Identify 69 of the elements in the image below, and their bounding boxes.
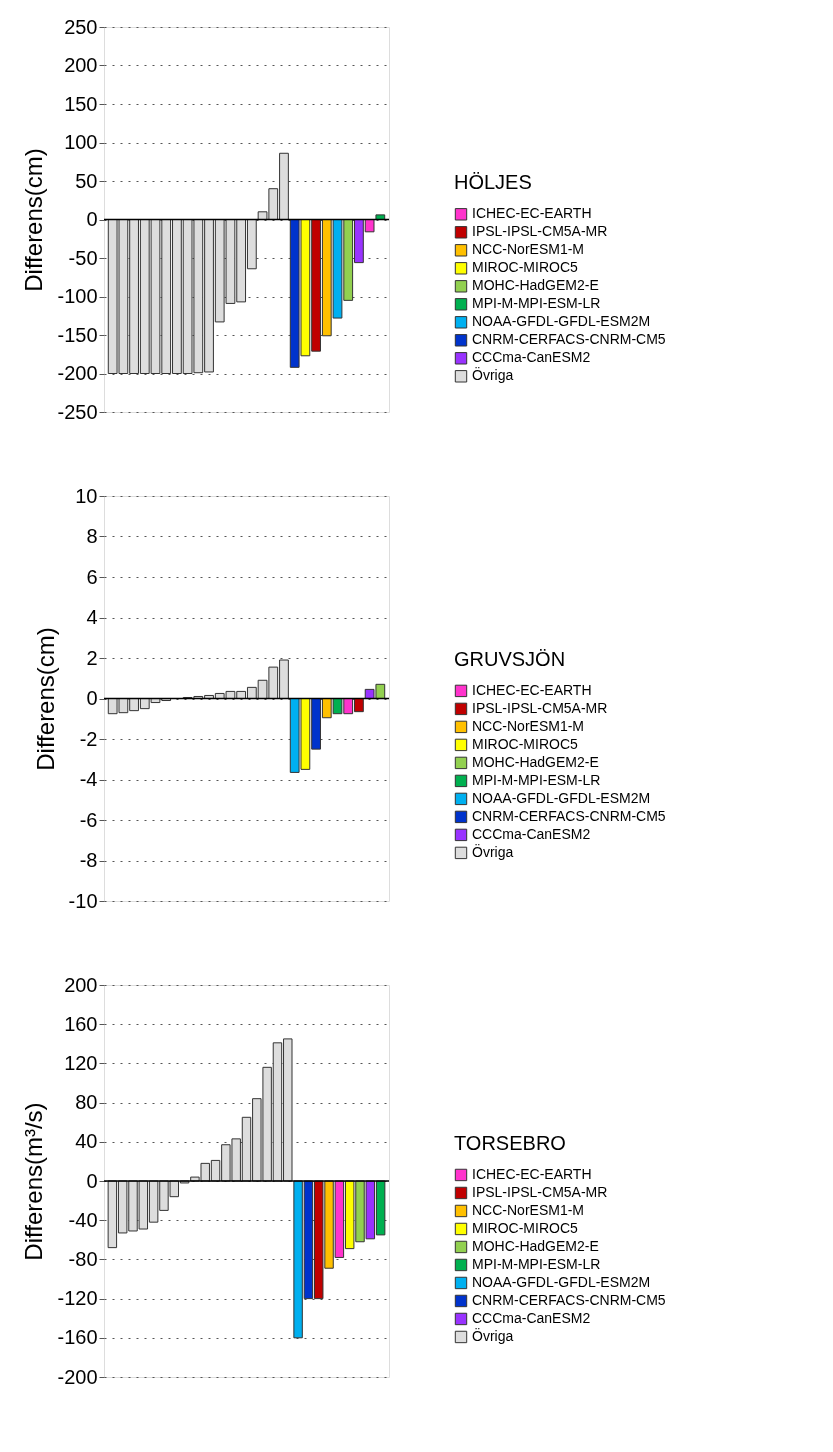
y-tick-label: -100 xyxy=(57,285,98,307)
y-tick-label: 2 xyxy=(86,646,98,669)
legend-label: IPSL-IPSL-CM5A-MR xyxy=(472,223,608,240)
y-tick-label: -4 xyxy=(79,768,98,790)
legend-label: NCC-NorESM1-M xyxy=(472,241,584,258)
y-tick-label: 80 xyxy=(75,1091,98,1114)
legend-label: Övriga xyxy=(472,366,514,384)
y-axis-title: Differens(cm) xyxy=(31,627,59,771)
legend-label: Övriga xyxy=(472,842,514,860)
legend-label: IPSL-IPSL-CM5A-MR xyxy=(472,1183,608,1200)
legend-label: CCCma-CanESM2 xyxy=(472,349,591,366)
y-tick-label: 250 xyxy=(64,15,98,38)
y-tick-label: -120 xyxy=(57,1287,98,1310)
y-tick-label: -200 xyxy=(57,362,98,384)
y-tick-label: -6 xyxy=(79,808,98,831)
y-tick-label: -160 xyxy=(57,1326,98,1349)
legend-title: GRUVSJÖN xyxy=(454,647,566,670)
legend-label: Övriga xyxy=(472,1326,514,1344)
y-tick-label: 10 xyxy=(75,484,98,507)
legend-label: IPSL-IPSL-CM5A-MR xyxy=(472,699,608,716)
legend-label: CCCma-CanESM2 xyxy=(472,825,591,842)
legend-label: NOAA-GFDL-GFDL-ESM2M xyxy=(472,789,651,806)
y-tick-label: -10 xyxy=(68,889,98,912)
y-tick-label: -2 xyxy=(79,727,98,750)
legend-label: MIROC-MIROC5 xyxy=(472,735,578,752)
y-tick-label: 50 xyxy=(75,169,98,192)
y-tick-label: -80 xyxy=(68,1247,98,1270)
legend-title: TORSEBRO xyxy=(454,1131,566,1154)
y-tick-label: 150 xyxy=(64,92,98,115)
y-tick-label: 120 xyxy=(64,1051,98,1074)
legend-label: MPI-M-MPI-ESM-LR xyxy=(472,1255,601,1272)
y-tick-label: 40 xyxy=(75,1130,98,1153)
legend-label: CCCma-CanESM2 xyxy=(472,1309,591,1326)
y-tick-label: 0 xyxy=(86,687,98,709)
legend-label: NCC-NorESM1-M xyxy=(472,1201,584,1218)
legend-label: ICHEC-EC-EARTH xyxy=(472,205,592,222)
y-tick-label: 0 xyxy=(86,208,98,230)
y-tick-label: 160 xyxy=(64,1012,98,1035)
legend-label: CNRM-CERFACS-CNRM-CM5 xyxy=(472,331,666,348)
y-tick-label: -50 xyxy=(68,246,98,269)
y-axis-title: Differens(cm) xyxy=(20,148,48,292)
y-tick-label: 8 xyxy=(86,525,98,547)
y-tick-label: 100 xyxy=(64,131,98,153)
y-tick-label: -200 xyxy=(57,1365,98,1388)
y-tick-label: -250 xyxy=(57,400,98,423)
legend-label: MPI-M-MPI-ESM-LR xyxy=(472,295,601,312)
legend-label: MIROC-MIROC5 xyxy=(472,259,578,276)
legend-title: HÖLJES xyxy=(454,171,532,194)
y-tick-label: 0 xyxy=(86,1169,98,1192)
y-tick-label: 200 xyxy=(64,973,98,996)
legend-label: NOAA-GFDL-GFDL-ESM2M xyxy=(472,1273,651,1290)
legend-label: CNRM-CERFACS-CNRM-CM5 xyxy=(472,1291,666,1308)
y-tick-label: -40 xyxy=(68,1208,98,1231)
y-tick-label: -8 xyxy=(79,849,98,871)
legend-label: NOAA-GFDL-GFDL-ESM2M xyxy=(472,313,651,330)
y-axis-title: Differens(m³/s) xyxy=(20,1102,48,1261)
legend-label: MOHC-HadGEM2-E xyxy=(472,277,599,294)
y-tick-label: 200 xyxy=(64,54,98,76)
legend-label: NCC-NorESM1-M xyxy=(472,717,584,734)
legend-label: ICHEC-EC-EARTH xyxy=(472,1165,592,1182)
legend-label: MOHC-HadGEM2-E xyxy=(472,1237,599,1254)
y-tick-label: -150 xyxy=(57,323,98,346)
legend-label: MPI-M-MPI-ESM-LR xyxy=(472,771,601,788)
legend-label: CNRM-CERFACS-CNRM-CM5 xyxy=(472,807,666,824)
legend-label: MOHC-HadGEM2-E xyxy=(472,753,599,770)
y-tick-label: 6 xyxy=(86,565,98,588)
legend-label: MIROC-MIROC5 xyxy=(472,1219,578,1236)
y-tick-label: 4 xyxy=(86,606,98,628)
legend-label: ICHEC-EC-EARTH xyxy=(472,681,592,698)
